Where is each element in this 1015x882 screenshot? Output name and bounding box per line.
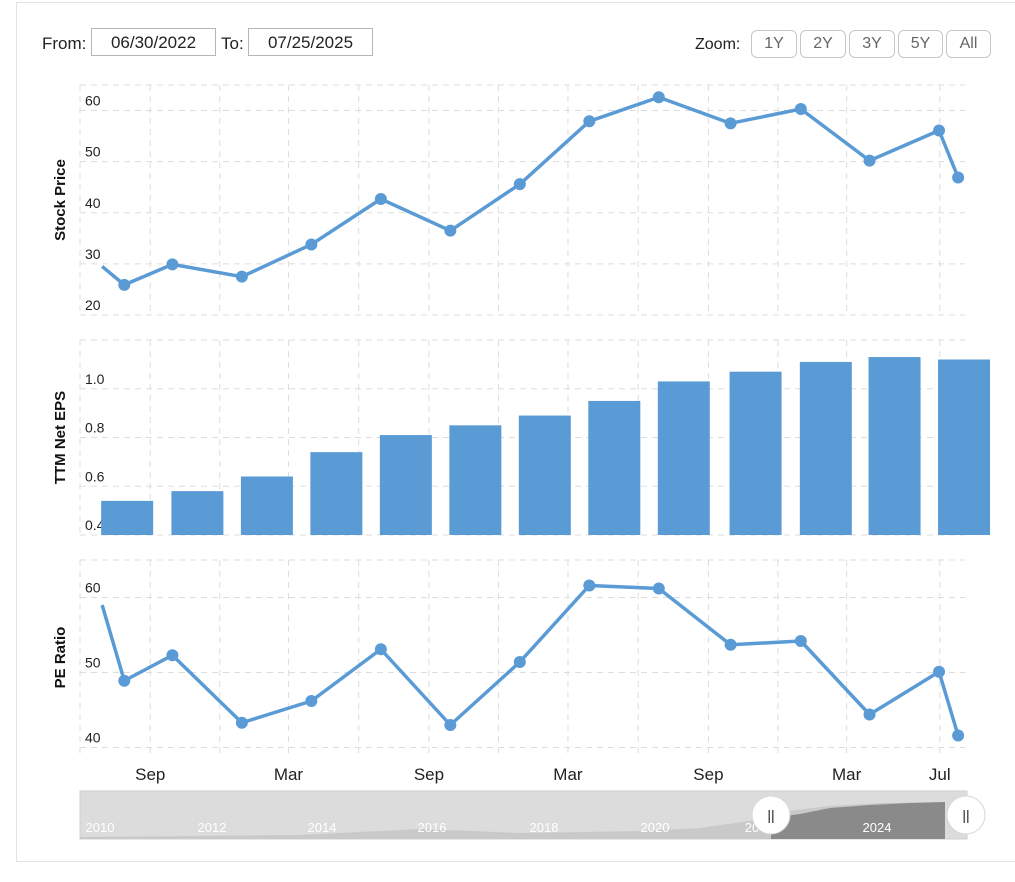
eps-bar [938, 359, 991, 535]
navigator-year-label: 2012 [198, 820, 227, 835]
y-axis-title: Stock Price [52, 159, 69, 241]
eps-bar [657, 381, 710, 535]
eps-bar [799, 361, 852, 535]
data-point [863, 154, 876, 167]
data-point [235, 270, 248, 283]
y-tick-label: 40 [85, 730, 101, 746]
x-tick-label: Jul [929, 765, 951, 784]
data-point [583, 115, 596, 128]
data-point [444, 224, 457, 237]
data-point [933, 665, 946, 678]
from-label: From: [42, 34, 87, 53]
eps-bar [729, 371, 782, 535]
y-axis-title: PE Ratio [52, 627, 69, 689]
data-point [374, 192, 387, 205]
eps-bar [310, 452, 363, 535]
y-tick-label: 30 [85, 246, 101, 262]
x-tick-label: Sep [135, 765, 165, 784]
y-tick-label: 1.0 [85, 371, 105, 387]
zoom-all-button[interactable]: All [946, 30, 991, 58]
y-tick-label: 60 [85, 93, 101, 109]
data-point [652, 582, 665, 595]
y-tick-label: 60 [85, 580, 101, 596]
data-point [652, 91, 665, 104]
navigator-left-handle[interactable] [751, 795, 791, 835]
y-tick-label: 50 [85, 655, 101, 671]
navigator-selection [771, 802, 945, 839]
navigator-year-label: 2024 [863, 820, 892, 835]
y-tick-label: 40 [85, 195, 101, 211]
eps-bar [518, 415, 571, 535]
x-tick-label: Mar [553, 765, 583, 784]
y-tick-label: 0.8 [85, 420, 105, 436]
data-point [305, 238, 318, 251]
x-tick-label: Mar [274, 765, 304, 784]
navigator-right-handle[interactable] [946, 795, 986, 835]
navigator-area [80, 802, 945, 839]
eps-bar [588, 400, 641, 535]
x-tick-label: Mar [832, 765, 862, 784]
data-point [724, 638, 737, 651]
data-point [166, 649, 179, 662]
y-tick-label: 50 [85, 144, 101, 160]
from-date-input[interactable]: 06/30/2022 [91, 28, 216, 56]
navigator-year-label: 2014 [308, 820, 337, 835]
data-point [952, 171, 965, 184]
data-point [118, 278, 131, 291]
data-point [794, 635, 807, 647]
eps-bar [101, 500, 154, 535]
eps-bar [240, 476, 293, 535]
data-point [863, 708, 876, 721]
navigator-year-label: 2018 [530, 820, 559, 835]
data-point [724, 117, 737, 130]
navigator-year-label: 2020 [641, 820, 670, 835]
data-point [513, 656, 526, 668]
y-tick-label: 0.6 [85, 468, 105, 484]
navigator-left-handle-grip: || [767, 807, 774, 823]
data-point [166, 258, 179, 271]
zoom-1y-button[interactable]: 1Y [751, 30, 797, 58]
data-point [444, 719, 457, 731]
x-tick-label: Sep [414, 765, 444, 784]
chart-container [16, 2, 1015, 862]
y-tick-label: 0.4 [85, 517, 105, 533]
zoom-2y-button[interactable]: 2Y [800, 30, 846, 58]
y-axis-title: TTM Net EPS [52, 391, 69, 484]
data-point [933, 124, 946, 137]
data-point [235, 716, 248, 729]
series-line [100, 583, 960, 737]
navigator-year-label: 2016 [418, 820, 447, 835]
navigator-year-label: 2010 [86, 820, 115, 835]
x-tick-label: Sep [693, 765, 723, 784]
to-label: To: [221, 34, 244, 53]
data-point [583, 579, 596, 592]
data-point [118, 674, 131, 687]
y-tick-label: 20 [85, 297, 101, 313]
data-point [794, 103, 807, 116]
data-point [305, 695, 318, 707]
eps-bar [171, 491, 224, 535]
eps-bar [379, 435, 432, 535]
data-point [374, 643, 387, 656]
data-point [952, 729, 965, 742]
navigator-right-handle-grip: || [962, 807, 969, 823]
eps-bar [449, 425, 502, 535]
to-date-input[interactable]: 07/25/2025 [248, 28, 373, 56]
zoom-label: Zoom: [695, 36, 741, 53]
zoom-5y-button[interactable]: 5Y [898, 30, 943, 58]
eps-bar [868, 357, 921, 535]
data-point [513, 178, 526, 191]
zoom-3y-button[interactable]: 3Y [849, 30, 895, 58]
series-line [101, 95, 960, 287]
